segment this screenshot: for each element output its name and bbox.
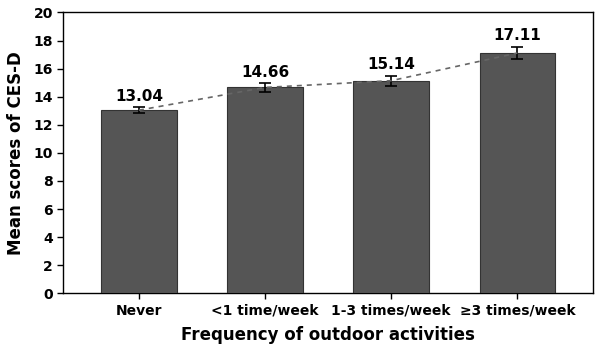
Bar (479, 53, 555, 293)
Bar (101, 110, 177, 293)
Text: 14.66: 14.66 (241, 65, 289, 80)
Bar (353, 81, 429, 293)
X-axis label: Frequency of outdoor activities: Frequency of outdoor activities (181, 326, 475, 344)
Text: 13.04: 13.04 (115, 89, 163, 104)
Y-axis label: Mean scores of CES-D: Mean scores of CES-D (7, 51, 25, 255)
Text: 17.11: 17.11 (493, 28, 541, 43)
Text: 15.14: 15.14 (367, 57, 415, 72)
Bar (227, 87, 303, 293)
